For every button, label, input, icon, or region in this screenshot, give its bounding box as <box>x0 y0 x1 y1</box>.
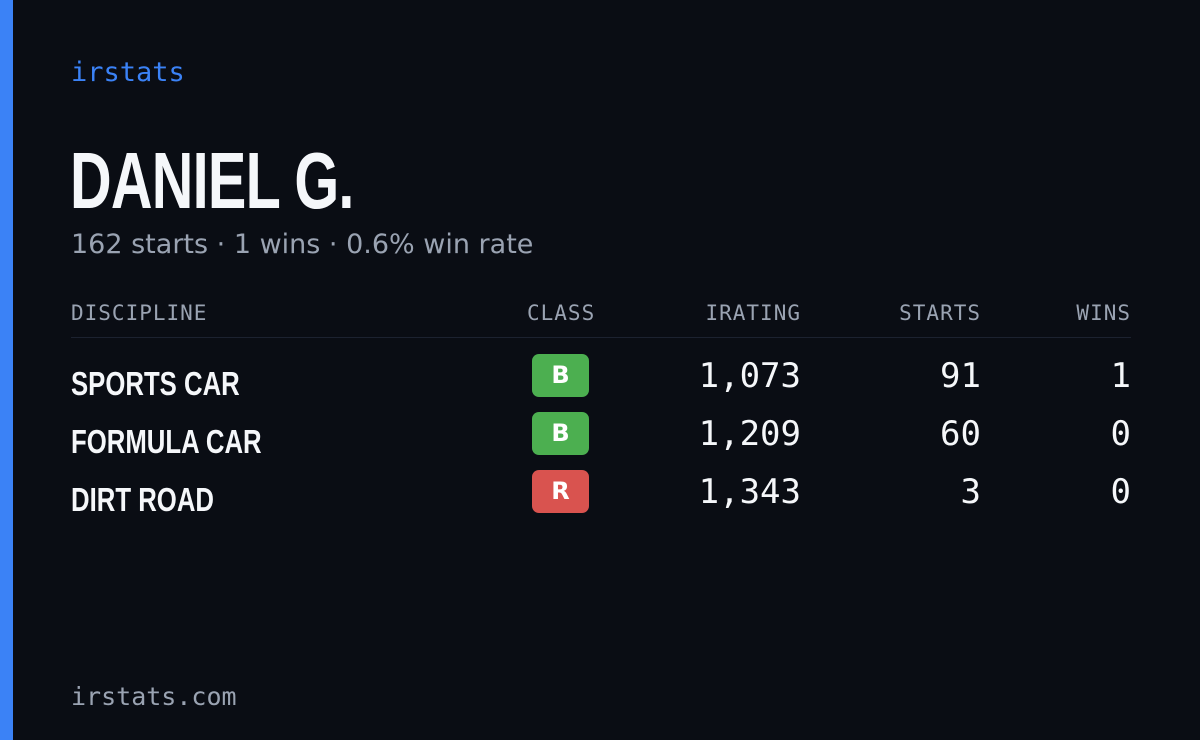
class-badge: B <box>532 354 589 397</box>
starts-value: 60 <box>940 414 981 454</box>
starts-value: 91 <box>940 356 981 396</box>
table-row: SPORTS CAR B 1,073 91 1 <box>71 352 1131 410</box>
driver-name: DANIEL G. <box>70 136 354 225</box>
irating-value: 1,343 <box>698 472 801 512</box>
class-badge: B <box>532 412 589 455</box>
brand-logo-text: irstats <box>71 57 185 88</box>
discipline-name: DIRT ROAD <box>71 481 214 518</box>
wins-value: 0 <box>1110 472 1131 512</box>
accent-bar <box>0 0 13 740</box>
header-class: CLASS <box>527 301 596 325</box>
irating-value: 1,209 <box>698 414 801 454</box>
starts-value: 3 <box>960 472 981 512</box>
driver-summary: 162 starts · 1 wins · 0.6% win rate <box>71 229 534 260</box>
class-badge: R <box>532 470 589 513</box>
table-header: DISCIPLINE CLASS IRATING STARTS WINS <box>71 300 1131 338</box>
wins-value: 1 <box>1110 356 1131 396</box>
header-discipline: DISCIPLINE <box>71 301 208 325</box>
wins-value: 0 <box>1110 414 1131 454</box>
header-starts: STARTS <box>899 301 981 325</box>
irating-value: 1,073 <box>698 356 801 396</box>
discipline-name: FORMULA CAR <box>71 423 262 460</box>
discipline-name: SPORTS CAR <box>71 365 240 402</box>
discipline-table: SPORTS CAR B 1,073 91 1 FORMULA CAR B 1,… <box>71 352 1131 526</box>
header-irating: IRATING <box>705 301 801 325</box>
header-wins: WINS <box>1076 301 1131 325</box>
table-row: DIRT ROAD R 1,343 3 0 <box>71 468 1131 526</box>
footer-url: irstats.com <box>71 682 237 711</box>
table-row: FORMULA CAR B 1,209 60 0 <box>71 410 1131 468</box>
